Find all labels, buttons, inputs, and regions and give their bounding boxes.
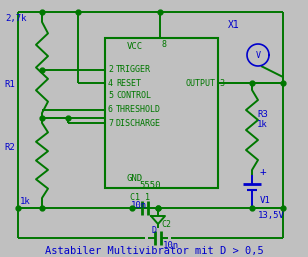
Text: 5: 5	[108, 91, 113, 100]
Text: 2,7k: 2,7k	[5, 14, 26, 23]
Text: X1: X1	[228, 20, 240, 30]
Text: OUTPUT: OUTPUT	[185, 78, 215, 87]
Text: C1 1: C1 1	[130, 193, 150, 202]
Text: 2: 2	[108, 66, 113, 75]
Text: DISCHARGE: DISCHARGE	[116, 118, 161, 127]
Text: 13,5V: 13,5V	[258, 211, 285, 220]
Text: R1: R1	[4, 80, 15, 89]
Text: 4: 4	[108, 78, 113, 87]
Bar	[105, 38, 218, 188]
Text: 1k: 1k	[20, 197, 31, 206]
Text: C2: C2	[161, 220, 171, 229]
Text: 8: 8	[162, 40, 167, 49]
Text: Astabiler Multivibrator mit D > 0,5: Astabiler Multivibrator mit D > 0,5	[45, 246, 263, 256]
Text: 10n: 10n	[131, 201, 147, 210]
Text: R3: R3	[257, 110, 268, 119]
Text: GND: GND	[127, 174, 143, 183]
Text: 10n: 10n	[163, 241, 179, 250]
Text: D: D	[152, 226, 157, 235]
Text: R2: R2	[4, 143, 15, 152]
Text: RESET: RESET	[116, 78, 141, 87]
Text: 7: 7	[108, 118, 113, 127]
Text: CONTROL: CONTROL	[116, 91, 151, 100]
Text: THRESHOLD: THRESHOLD	[116, 106, 161, 115]
Text: TRIGGER: TRIGGER	[116, 66, 151, 75]
Text: 5550: 5550	[139, 181, 161, 190]
Text: 6: 6	[108, 106, 113, 115]
Text: 1k: 1k	[257, 120, 268, 129]
Text: +: +	[260, 167, 267, 177]
Text: V: V	[256, 50, 261, 60]
Text: VCC: VCC	[127, 42, 143, 51]
Text: V1: V1	[260, 196, 271, 205]
Text: 3: 3	[219, 78, 224, 87]
